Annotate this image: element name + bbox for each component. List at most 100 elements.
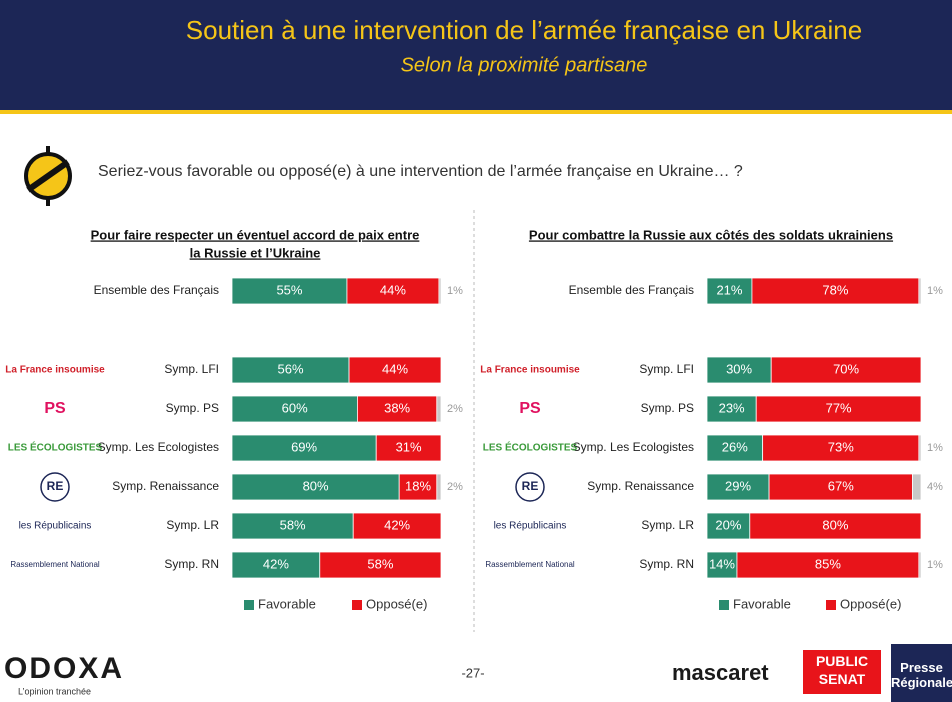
party-logo: RE xyxy=(522,479,539,493)
category-label: Symp. LFI xyxy=(164,362,219,376)
value-label: 60% xyxy=(282,400,308,415)
page-subtitle: Selon la proximité partisane xyxy=(401,54,648,76)
value-label: 70% xyxy=(833,361,859,376)
bar-segment xyxy=(231,551,321,579)
party-logo: La France insoumise xyxy=(5,365,105,376)
chart-title: la Russie et l’Ukraine xyxy=(190,245,321,260)
value-label: 2% xyxy=(447,481,463,493)
legend-swatch xyxy=(352,600,362,610)
value-label: 20% xyxy=(715,517,741,532)
value-label: 26% xyxy=(722,439,748,454)
bar-segment xyxy=(436,473,442,501)
bar-segment xyxy=(356,395,438,423)
bar-segment xyxy=(912,473,922,501)
party-logo: RE xyxy=(47,479,64,493)
page-title: Soutien à une intervention de l’armée fr… xyxy=(186,15,862,45)
page-number: -27- xyxy=(461,665,484,680)
value-label: 14% xyxy=(709,556,735,571)
category-label: Symp. PS xyxy=(166,401,219,415)
legend-label: Opposé(e) xyxy=(366,596,427,611)
value-label: 4% xyxy=(927,481,943,493)
bar-segment xyxy=(755,395,922,423)
partner-box xyxy=(891,644,952,702)
value-label: 80% xyxy=(822,517,848,532)
value-label: 30% xyxy=(726,361,752,376)
bar-segment xyxy=(736,551,920,579)
party-logo: PS xyxy=(519,400,541,417)
category-label: Symp. LFI xyxy=(639,362,694,376)
value-label: 1% xyxy=(927,285,943,297)
value-label: 56% xyxy=(278,361,304,376)
legend-label: Favorable xyxy=(733,596,791,611)
value-label: 18% xyxy=(405,478,431,493)
value-label: 21% xyxy=(716,282,742,297)
value-label: 85% xyxy=(815,556,841,571)
party-logo: PS xyxy=(44,400,66,417)
party-logo: LES ÉCOLOGISTES xyxy=(483,441,578,454)
partner-logo: mascaret xyxy=(672,660,769,685)
bar-segment xyxy=(706,473,770,501)
party-logo: les Républicains xyxy=(19,521,92,532)
partner-wrap: PUBLIC SENAT xyxy=(816,653,868,687)
bar-segment xyxy=(438,277,442,305)
footer: ODOXA L’opinion tranchée -27- mascaret P… xyxy=(4,644,952,702)
partner-wrap: Presse Régionale xyxy=(891,660,952,690)
category-label: Symp. RN xyxy=(639,557,694,571)
value-label: 73% xyxy=(828,439,854,454)
bar-segment xyxy=(768,473,913,501)
value-label: 77% xyxy=(826,400,852,415)
category-label: Symp. LR xyxy=(166,518,219,532)
value-label: 2% xyxy=(447,403,463,415)
value-label: 23% xyxy=(719,400,745,415)
value-label: 44% xyxy=(382,361,408,376)
bar-segment xyxy=(706,356,772,384)
bar-segment xyxy=(751,277,920,305)
legend-swatch xyxy=(719,600,729,610)
bar-segment xyxy=(352,512,442,540)
footer-brand: ODOXA xyxy=(4,652,124,685)
bar-segment xyxy=(706,551,738,579)
category-label: Symp. Les Ecologistes xyxy=(573,440,694,454)
value-label: 80% xyxy=(303,478,329,493)
value-label: 38% xyxy=(384,400,410,415)
bar-segment xyxy=(770,356,922,384)
header-band xyxy=(0,0,952,110)
category-label: Symp. Renaissance xyxy=(112,479,219,493)
value-label: 44% xyxy=(380,282,406,297)
bar-segment xyxy=(706,512,751,540)
partner-box xyxy=(803,650,881,694)
header-rule xyxy=(0,110,952,114)
bar-segment xyxy=(348,356,442,384)
bar-segment xyxy=(918,551,922,579)
category-label: Symp. Les Ecologistes xyxy=(98,440,219,454)
logo-ring xyxy=(40,472,70,502)
party-logo: Rassemblement National xyxy=(485,560,575,569)
bar-segment xyxy=(706,434,764,462)
question: Seriez-vous favorable ou opposé(e) à une… xyxy=(98,163,743,180)
category-label: Symp. LR xyxy=(641,518,694,532)
footer-tagline: L’opinion tranchée xyxy=(18,686,91,696)
category-label: Ensemble des Français xyxy=(94,283,219,297)
value-label: 55% xyxy=(276,282,302,297)
value-label: 1% xyxy=(447,285,463,297)
legend-swatch xyxy=(244,600,254,610)
bar-segment xyxy=(762,434,920,462)
category-label: Ensemble des Français xyxy=(569,283,694,297)
logo-ring xyxy=(515,472,545,502)
value-label: 31% xyxy=(396,439,422,454)
bar-segment xyxy=(918,277,922,305)
category-label: Symp. Renaissance xyxy=(587,479,694,493)
party-logo: La France insoumise xyxy=(480,365,580,376)
value-label: 58% xyxy=(367,556,393,571)
value-label: 69% xyxy=(291,439,317,454)
bar-segment xyxy=(375,434,442,462)
bar-segment xyxy=(319,551,442,579)
chart-title: Pour combattre la Russie aux côtés des s… xyxy=(529,227,893,242)
value-label: 78% xyxy=(822,282,848,297)
value-label: 29% xyxy=(725,478,751,493)
party-logo: les Républicains xyxy=(494,521,567,532)
category-label: Symp. PS xyxy=(641,401,694,415)
bar-segment xyxy=(231,473,400,501)
